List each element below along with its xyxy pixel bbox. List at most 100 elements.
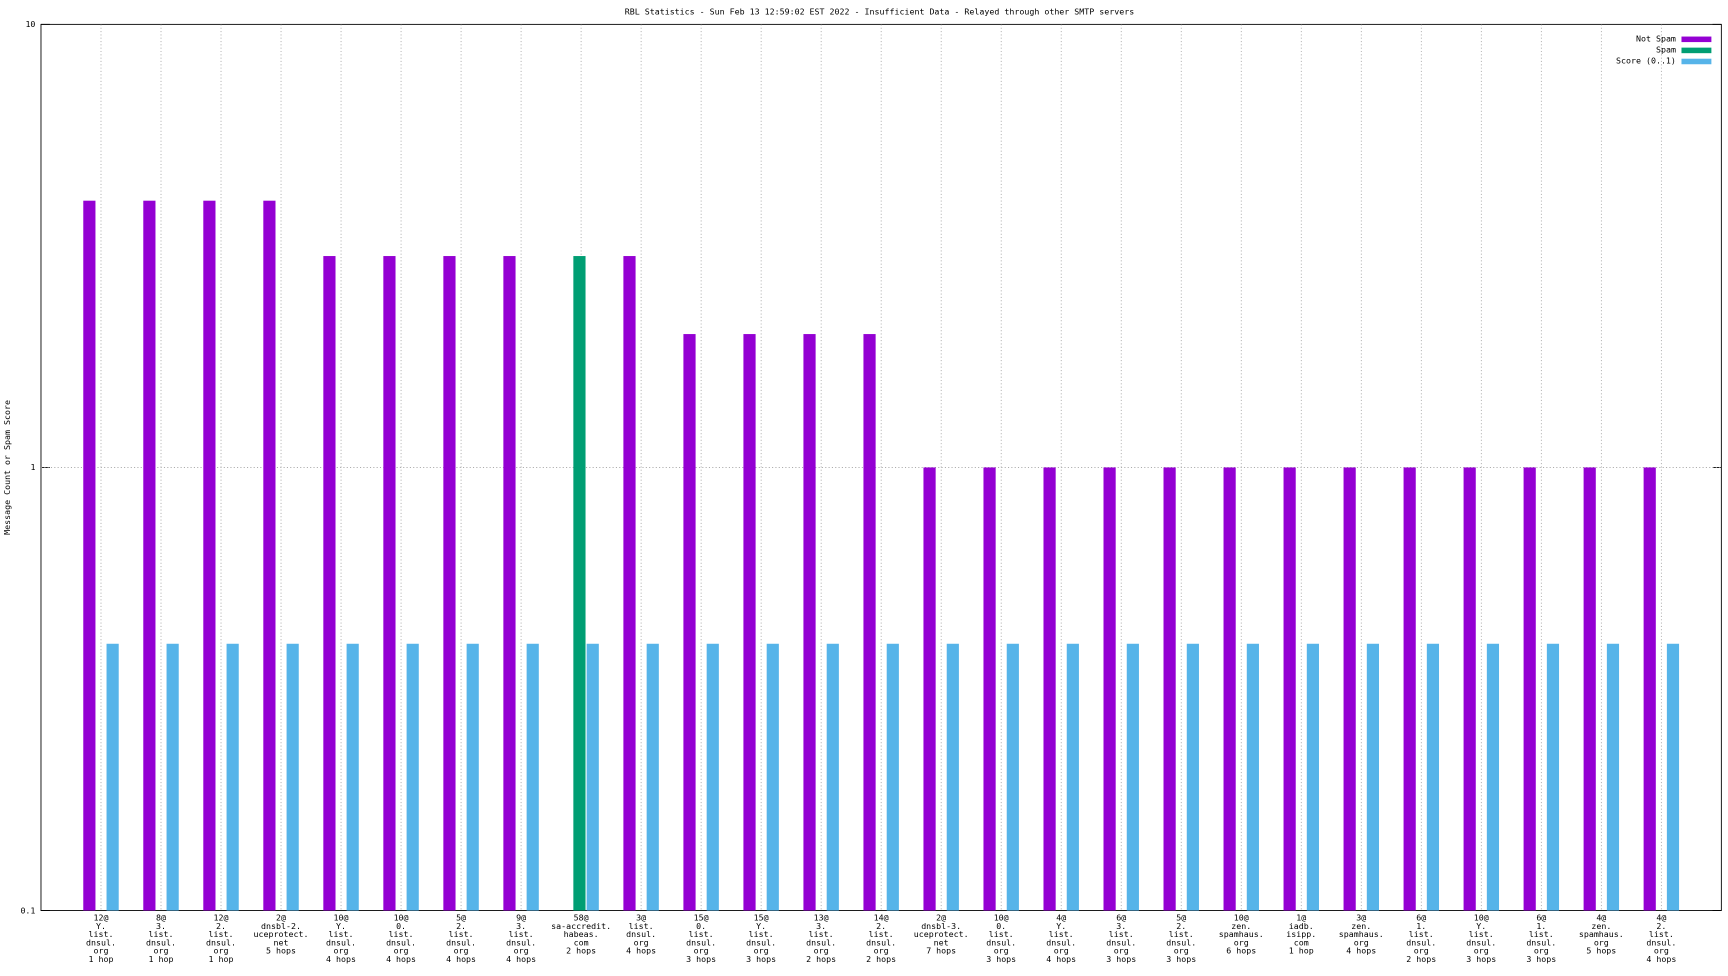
x-tick-label: iadb. [1289, 921, 1314, 931]
x-tick-label: 1. [1536, 921, 1546, 931]
bar [383, 256, 396, 911]
x-tick-label: 1 hop [149, 954, 174, 964]
x-tick-label: 4 hops [446, 954, 476, 964]
bar [1403, 467, 1416, 911]
bar [1486, 643, 1500, 911]
x-tick-label: 5@ [1176, 912, 1186, 922]
x-tick-label: org [1114, 946, 1129, 956]
x-tick-label: habeas. [564, 929, 599, 939]
x-tick-label: dnsul. [446, 937, 476, 947]
chart-title: RBL Statistics - Sun Feb 13 12:59:02 EST… [625, 6, 1135, 16]
x-tick-label: 3@ [1356, 912, 1366, 922]
x-tick-label: org [1594, 937, 1609, 947]
x-tick-label: 8@ [156, 912, 166, 922]
x-tick-label: 4 hops [626, 946, 656, 956]
bar [573, 256, 586, 911]
bar [1606, 643, 1620, 911]
legend-label: Score (0..1) [1616, 56, 1676, 66]
x-tick-label: zen. [1591, 921, 1611, 931]
x-tick-label: dnsul. [506, 937, 536, 947]
x-tick-label: 3 hops [686, 954, 716, 964]
x-tick-label: 3. [156, 921, 166, 931]
x-tick-label: spamhaus. [1339, 929, 1384, 939]
bar [83, 200, 96, 911]
x-tick-label: list. [629, 921, 654, 931]
x-tick-label: list. [1529, 929, 1554, 939]
x-tick-label: org [994, 946, 1009, 956]
x-tick-label: 4 hops [326, 954, 356, 964]
bar [443, 256, 456, 911]
x-tick-label: dnsul. [326, 937, 356, 947]
x-tick-label: 0. [396, 921, 406, 931]
bar [743, 334, 756, 911]
bar [826, 643, 839, 911]
x-tick-label: Y. [1476, 921, 1486, 931]
x-tick-label: dnsul. [1046, 937, 1076, 947]
x-tick-label: 4@ [1656, 912, 1666, 922]
x-tick-label: list. [449, 929, 474, 939]
x-tick-label: zen. [1231, 921, 1251, 931]
bar [1306, 643, 1319, 911]
x-tick-label: 2. [876, 921, 886, 931]
bar [166, 643, 179, 911]
x-tick-label: list. [689, 929, 714, 939]
x-tick-label: dnsul. [806, 937, 836, 947]
bar [1463, 467, 1476, 911]
x-tick-label: org [514, 946, 529, 956]
x-tick-label: dnsul. [386, 937, 416, 947]
x-tick-label: 2 hops [866, 954, 896, 964]
x-tick-label: 15@ [754, 912, 769, 922]
bar [623, 256, 636, 911]
x-tick-label: com [574, 937, 589, 947]
x-tick-label: 12@ [214, 912, 229, 922]
x-tick-label: 4 hops [386, 954, 416, 964]
x-tick-label: dnsul. [86, 937, 116, 947]
x-tick-label: 2@ [276, 912, 286, 922]
bar [946, 643, 959, 911]
bar [323, 256, 336, 911]
bar [1546, 643, 1560, 911]
x-tick-label: dnsul. [206, 937, 236, 947]
x-tick-label: dnsul. [746, 937, 776, 947]
bar [526, 643, 539, 911]
legend-label: Not Spam [1636, 34, 1676, 44]
x-tick-label: org [1534, 946, 1549, 956]
bar [1283, 467, 1296, 911]
x-tick-label: org [754, 946, 769, 956]
x-tick-label: 1 hop [89, 954, 114, 964]
x-tick-label: list. [1409, 929, 1434, 939]
x-tick-label: 3 hops [1466, 954, 1496, 964]
x-tick-label: 1 hop [1289, 946, 1314, 956]
bar [203, 200, 216, 911]
bar [466, 643, 479, 911]
x-tick-label: org [634, 937, 649, 947]
bar [143, 200, 156, 911]
bar [1223, 467, 1236, 911]
x-tick-label: 10@ [394, 912, 409, 922]
x-tick-label: Y. [756, 921, 766, 931]
x-tick-label: Y. [336, 921, 346, 931]
x-tick-label: 4 hops [1646, 954, 1676, 964]
bar [263, 200, 276, 911]
x-tick-label: zen. [1351, 921, 1371, 931]
x-tick-label: list. [749, 929, 774, 939]
x-tick-label: list. [329, 929, 354, 939]
x-tick-label: 3 hops [1106, 954, 1136, 964]
x-tick-label: dnsul. [1526, 937, 1556, 947]
x-tick-label: dnsul. [1166, 937, 1196, 947]
bar [863, 334, 876, 911]
x-tick-label: 3. [516, 921, 526, 931]
x-tick-label: org [694, 946, 709, 956]
x-tick-label: 10@ [334, 912, 349, 922]
x-tick-label: dnsbl-2. [261, 921, 301, 931]
x-tick-label: spamhaus. [1219, 929, 1264, 939]
bar [106, 643, 119, 911]
x-tick-label: list. [1469, 929, 1494, 939]
x-tick-label: 4 hops [506, 954, 536, 964]
x-tick-label: list. [149, 929, 174, 939]
x-tick-label: 6@ [1116, 912, 1126, 922]
x-tick-label: list. [89, 929, 114, 939]
x-tick-label: 4@ [1596, 912, 1606, 922]
bar [646, 643, 659, 911]
